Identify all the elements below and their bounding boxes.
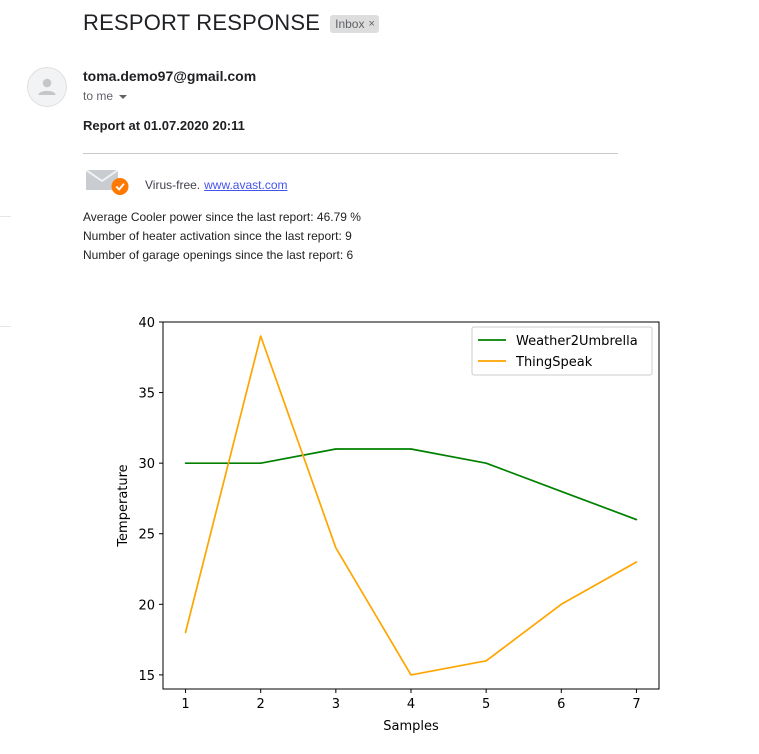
x-axis-label: Samples [383, 719, 439, 734]
inbox-label-text: Inbox [335, 17, 365, 31]
data-point [335, 448, 337, 450]
data-point [259, 462, 262, 464]
data-point [335, 547, 337, 549]
legend [471, 326, 653, 376]
y-tick-label: 15 [138, 669, 155, 684]
avatar[interactable] [27, 67, 67, 107]
data-point [410, 674, 412, 676]
x-tick-label: 5 [482, 697, 490, 712]
legend-entry: ThingSpeak [515, 355, 593, 370]
virus-free-text: Virus-free. [145, 178, 201, 192]
y-tick-label: 35 [138, 387, 155, 402]
x-tick-label: 7 [632, 697, 640, 712]
remove-label-icon[interactable]: × [368, 18, 375, 30]
x-tick-label: 3 [332, 697, 340, 712]
divider [83, 153, 618, 154]
data-point [184, 462, 187, 464]
y-tick-label: 20 [138, 598, 155, 613]
subject-row: RESPORT RESPONSE Inbox × [83, 10, 379, 36]
email-subject: RESPORT RESPONSE [83, 10, 321, 35]
legend-entry: Weather2Umbrella [516, 334, 638, 349]
edge-mark [0, 216, 11, 217]
recipient-toggle[interactable]: to me [83, 89, 128, 103]
y-axis-label: Temperature [116, 464, 131, 547]
y-tick-label: 25 [138, 528, 155, 543]
y-tick-label: 40 [138, 316, 155, 331]
x-tick-label: 2 [257, 697, 265, 712]
person-icon [38, 78, 56, 95]
x-tick-label: 6 [557, 697, 565, 712]
x-tick-label: 4 [407, 697, 415, 712]
y-tick-label: 30 [138, 457, 155, 472]
recipient-text: to me [83, 89, 114, 103]
envelope-check-icon [86, 170, 129, 195]
data-point [485, 462, 487, 464]
avast-link[interactable]: www.avast.com [204, 178, 288, 192]
report-stats: Average Cooler power since the last repo… [83, 208, 361, 265]
stat-cooler-power: Average Cooler power since the last repo… [83, 210, 361, 224]
x-tick-label: 1 [181, 697, 189, 712]
sender-email[interactable]: toma.demo97@gmail.com [83, 68, 257, 84]
data-point [560, 603, 563, 606]
data-point [184, 631, 187, 634]
data-point [410, 448, 412, 450]
edge-mark [0, 326, 11, 327]
virus-free-notice: Virus-free. www.avast.com [145, 178, 288, 192]
stat-garage-openings: Number of garage openings since the last… [83, 248, 354, 262]
data-point [635, 561, 638, 563]
data-point [259, 335, 262, 337]
data-point [635, 518, 638, 521]
chevron-down-icon[interactable] [119, 94, 128, 99]
report-title: Report at 01.07.2020 20:11 [83, 118, 245, 133]
inbox-label[interactable]: Inbox × [330, 15, 379, 33]
stat-heater-activations: Number of heater activation since the la… [83, 229, 352, 243]
data-point [485, 659, 487, 662]
temperature-chart: 1 2 3 4 5 6 7 15 20 25 30 35 40 Samples Temperature Wea… [116, 316, 660, 734]
data-point [560, 490, 563, 493]
plot-area [162, 321, 660, 690]
